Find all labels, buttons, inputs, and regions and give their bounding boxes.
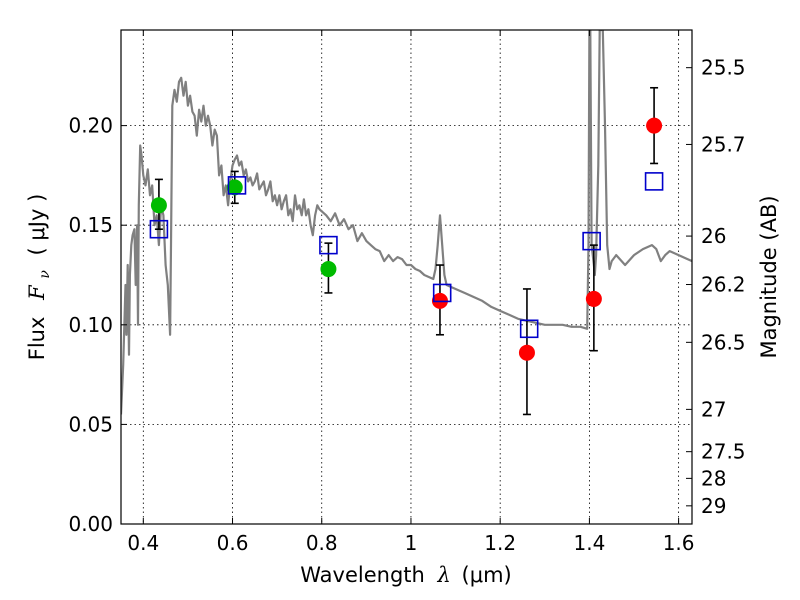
photometry-points bbox=[149, 86, 664, 416]
model-spectrum bbox=[121, 30, 692, 415]
y-tick-label: 0.00 bbox=[68, 512, 113, 536]
model-flux-square bbox=[227, 176, 247, 195]
flux-point bbox=[646, 117, 663, 134]
y2-tick-label: 26.2 bbox=[701, 273, 746, 297]
y-tick-label: 0.05 bbox=[68, 412, 113, 436]
y2-tick-label: 29 bbox=[701, 494, 726, 518]
flux-point bbox=[320, 261, 337, 278]
x-tick-label: 1.2 bbox=[484, 531, 516, 555]
flux-point bbox=[585, 290, 602, 307]
axis-ticks: 0.4 0.6 0.8 1 1.2 1.4 1.6 0.00 0.05 0.10 0.15 0.20 2… bbox=[68, 30, 746, 555]
y2-tick-label: 25.7 bbox=[701, 132, 746, 156]
y-tick-label: 0.20 bbox=[68, 114, 113, 138]
grid bbox=[121, 30, 692, 524]
model-flux-square bbox=[149, 219, 169, 239]
y2-tick-label: 26 bbox=[701, 224, 726, 248]
x-tick-label: 0.8 bbox=[306, 531, 338, 555]
x-tick-label: 1.4 bbox=[573, 531, 605, 555]
y-tick-label: 0.15 bbox=[68, 213, 113, 237]
y2-axis-label: Magnitude (AB) bbox=[757, 195, 781, 358]
y-axis-label: Flux F ν ( μJy ) bbox=[25, 194, 54, 361]
y2-tick-label: 28 bbox=[701, 466, 726, 490]
x-axis-label: Wavelength λ (μm) bbox=[300, 563, 511, 587]
model-flux-square bbox=[582, 231, 601, 251]
model-spectrum-line bbox=[121, 30, 692, 415]
model-flux-square bbox=[644, 172, 664, 191]
plot-frame bbox=[120, 29, 693, 525]
y-axis-label-symbol: F bbox=[25, 284, 49, 301]
model-flux-square bbox=[319, 235, 338, 255]
y-axis-label-unit: ( μJy ) bbox=[25, 194, 49, 256]
flux-point bbox=[226, 179, 243, 196]
model-flux-square bbox=[432, 283, 452, 303]
x-tick-label: 1 bbox=[405, 531, 418, 555]
y-axis-label-subscript: ν bbox=[37, 270, 53, 279]
flux-point bbox=[150, 197, 167, 214]
x-tick-label: 0.4 bbox=[127, 531, 159, 555]
y2-tick-label: 25.5 bbox=[701, 56, 746, 80]
y-tick-label: 0.10 bbox=[68, 313, 113, 337]
model-flux-square bbox=[519, 319, 539, 339]
x-axis-label-prefix: Wavelength bbox=[300, 563, 425, 587]
y-axis-label-prefix: Flux bbox=[25, 317, 49, 361]
x-tick-label: 1.6 bbox=[663, 531, 695, 555]
y2-tick-label: 27.5 bbox=[701, 440, 746, 464]
x-axis-label-unit: (μm) bbox=[462, 563, 512, 587]
x-axis-label-symbol: λ bbox=[437, 563, 451, 587]
flux-point bbox=[518, 344, 535, 361]
y2-tick-label: 26.5 bbox=[701, 330, 746, 354]
x-tick-label: 0.6 bbox=[217, 531, 249, 555]
y2-tick-label: 27 bbox=[701, 397, 726, 421]
